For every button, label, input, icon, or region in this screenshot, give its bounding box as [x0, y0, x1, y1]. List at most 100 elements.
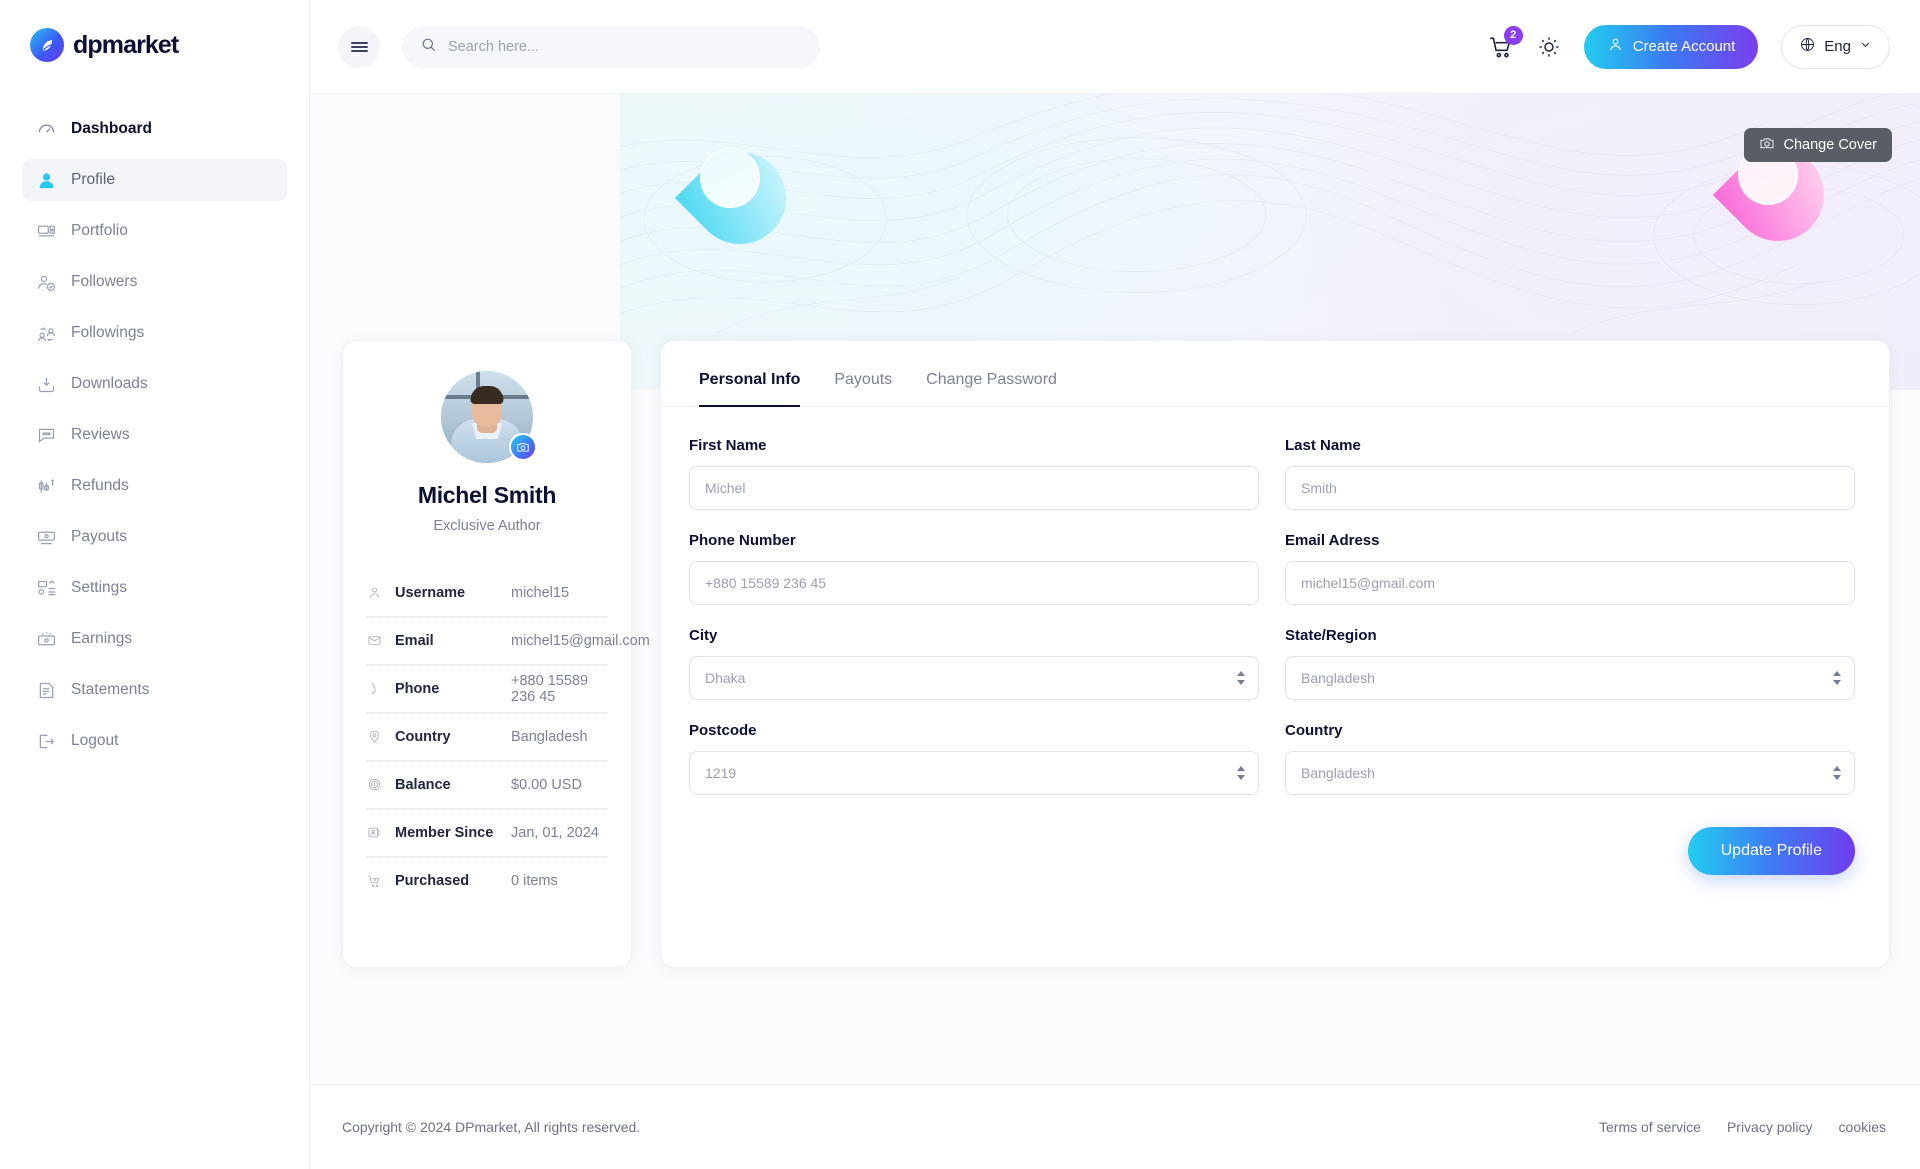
- email-address-input[interactable]: [1286, 562, 1854, 604]
- info-label: Balance: [395, 776, 451, 793]
- chevron-down-icon: [1859, 38, 1872, 55]
- content-area: Change Cover: [310, 94, 1920, 1084]
- postcode-stepper[interactable]: [1237, 766, 1245, 780]
- sidebar-item-followers[interactable]: Followers: [22, 261, 287, 303]
- tab-personal-info[interactable]: Personal Info: [699, 371, 801, 407]
- review-icon: [36, 425, 57, 446]
- main-area: 2 Create Account Eng: [310, 0, 1920, 1169]
- search-box[interactable]: [402, 25, 820, 68]
- field-email-address: Email Adress: [1285, 532, 1855, 605]
- city-input[interactable]: [690, 657, 1258, 699]
- tab-payouts[interactable]: Payouts: [834, 371, 893, 388]
- hamburger-icon[interactable]: [338, 25, 380, 68]
- user-icon: [36, 170, 57, 191]
- tab-change-password[interactable]: Change Password: [926, 371, 1057, 388]
- language-label: Eng: [1824, 38, 1851, 55]
- coin-icon: [367, 777, 387, 792]
- postcode-input[interactable]: [690, 752, 1258, 794]
- sun-icon[interactable]: [1537, 35, 1561, 59]
- user-plus-icon: [1607, 36, 1624, 57]
- sidebar-item-label: Dashboard: [71, 120, 152, 137]
- create-account-button[interactable]: Create Account: [1583, 24, 1759, 69]
- followings-icon: [36, 323, 57, 344]
- sidebar-item-label: Portfolio: [71, 222, 128, 239]
- field-first-name: First Name: [689, 437, 1259, 510]
- info-value: +880 15589 236 45: [511, 672, 589, 705]
- phone-number-input[interactable]: [690, 562, 1258, 604]
- country-stepper[interactable]: [1833, 766, 1841, 780]
- sidebar-item-payouts[interactable]: Payouts: [22, 516, 287, 558]
- sidebar-item-statements[interactable]: Statements: [22, 669, 287, 711]
- field-label: State/Region: [1285, 627, 1377, 644]
- state-region-stepper[interactable]: [1833, 671, 1841, 685]
- footer-links: Terms of service Privacy policy cookies: [1599, 1119, 1886, 1135]
- info-label: Member Since: [395, 824, 494, 841]
- sidebar-item-settings[interactable]: Settings: [22, 567, 287, 609]
- sidebar-item-logout[interactable]: Logout: [22, 720, 287, 762]
- sidebar-item-label: Followings: [71, 324, 145, 341]
- language-selector[interactable]: Eng: [1781, 24, 1890, 69]
- form-actions: Update Profile: [661, 817, 1889, 875]
- footer-link-privacy[interactable]: Privacy policy: [1726, 1119, 1813, 1135]
- followers-icon: [36, 272, 57, 293]
- user-icon: [367, 585, 387, 600]
- location-pin-icon: [367, 729, 387, 744]
- info-value: Bangladesh: [511, 728, 588, 745]
- country-input[interactable]: [1286, 752, 1854, 794]
- profile-role: Exclusive Author: [433, 518, 541, 534]
- field-label: City: [689, 627, 718, 644]
- info-value: $0.00 USD: [511, 776, 582, 793]
- form-tabs: Personal Info Payouts Change Password: [661, 341, 1889, 407]
- last-name-input[interactable]: [1286, 467, 1854, 509]
- change-cover-button[interactable]: Change Cover: [1743, 128, 1892, 162]
- sidebar-item-downloads[interactable]: Downloads: [22, 363, 287, 405]
- info-row-email: Email michel15@gmail.com: [367, 617, 650, 665]
- sidebar-item-label: Reviews: [71, 426, 130, 443]
- search-input[interactable]: [448, 38, 802, 55]
- field-last-name: Last Name: [1285, 437, 1855, 510]
- search-icon: [420, 36, 437, 58]
- info-label: Username: [395, 584, 466, 601]
- avatar-camera-icon[interactable]: [509, 433, 537, 461]
- dp-logo-icon: [30, 28, 64, 62]
- sidebar-item-label: Refunds: [71, 477, 129, 494]
- info-value: 0 items: [511, 873, 558, 889]
- avatar-wrapper: [441, 371, 537, 463]
- sidebar-item-portfolio[interactable]: Portfolio: [22, 210, 287, 252]
- update-profile-button[interactable]: Update Profile: [1687, 827, 1855, 875]
- cart-badge: 2: [1503, 25, 1523, 45]
- brand-logo[interactable]: dpmarket: [0, 22, 309, 62]
- sidebar-item-label: Earnings: [71, 630, 133, 647]
- footer-link-terms[interactable]: Terms of service: [1599, 1119, 1701, 1135]
- profile-name: Michel Smith: [417, 482, 557, 508]
- first-name-input[interactable]: [690, 467, 1258, 509]
- create-account-label: Create Account: [1632, 38, 1736, 55]
- earnings-icon: [36, 629, 57, 650]
- sidebar-item-reviews[interactable]: Reviews: [22, 414, 287, 456]
- brand-name: dpmarket: [73, 30, 179, 59]
- profile-card: Michel Smith Exclusive Author Username m…: [342, 340, 650, 968]
- envelope-icon: [367, 633, 387, 648]
- sidebar-item-followings[interactable]: Followings: [22, 312, 287, 354]
- footer-link-cookies[interactable]: cookies: [1838, 1119, 1886, 1135]
- city-stepper[interactable]: [1237, 671, 1245, 685]
- state-region-input[interactable]: [1286, 657, 1854, 699]
- cart-icon[interactable]: 2: [1488, 25, 1523, 60]
- sidebar: dpmarket Dashboard Profile Portfolio Fol…: [0, 0, 310, 1169]
- field-city: City: [689, 627, 1259, 700]
- footer: Copyright © 2024 DPmarket, All rights re…: [310, 1084, 1920, 1169]
- sidebar-item-label: Logout: [71, 732, 119, 749]
- statement-icon: [36, 680, 57, 701]
- info-label: Purchased: [395, 873, 470, 889]
- sidebar-item-dashboard[interactable]: Dashboard: [22, 108, 287, 150]
- field-postcode: Postcode: [689, 722, 1259, 795]
- sidebar-item-profile[interactable]: Profile: [22, 159, 287, 201]
- field-country: Country: [1285, 722, 1855, 795]
- sidebar-item-refunds[interactable]: Refunds: [22, 465, 287, 507]
- info-row-phone: Phone +880 15589 236 45: [367, 665, 607, 713]
- sidebar-item-earnings[interactable]: Earnings: [22, 618, 287, 660]
- topbar-actions: 2 Create Account Eng: [1488, 24, 1890, 69]
- logout-icon: [36, 731, 57, 752]
- settings-icon: [36, 578, 57, 599]
